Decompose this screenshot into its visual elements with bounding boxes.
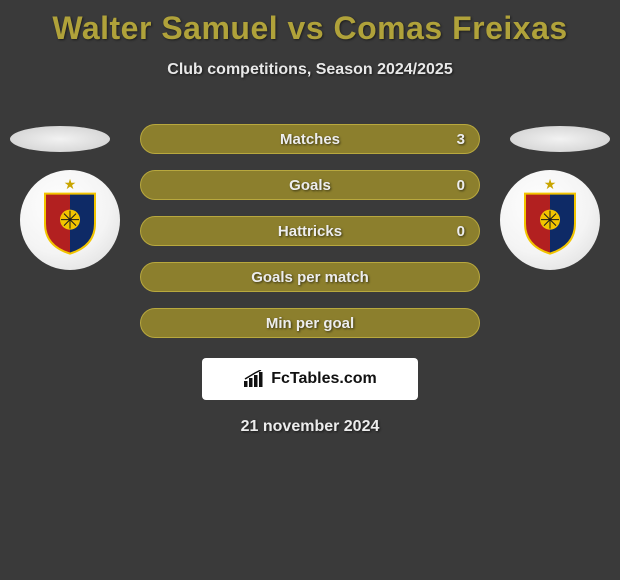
left-player-avatar-placeholder [10,126,110,152]
stat-row-goals-per-match: Goals per match [140,262,480,292]
chart-icon [243,370,265,388]
right-player-avatar-placeholder [510,126,610,152]
stat-value: 0 [457,223,465,240]
stats-column: Matches 3 Goals 0 Hattricks 0 Goals per … [140,124,480,354]
stat-label: Matches [280,131,340,148]
stat-value: 3 [457,131,465,148]
page-title: Walter Samuel vs Comas Freixas [0,0,620,47]
stat-label: Hattricks [278,223,342,240]
brand-label: FcTables.com [271,370,377,388]
shield-icon [521,190,579,256]
stat-value: 0 [457,177,465,194]
date-label: 21 november 2024 [0,418,620,436]
stat-label: Goals per match [251,269,369,286]
stat-label: Goals [289,177,331,194]
shield-icon [41,190,99,256]
footer: FcTables.com 21 november 2024 [0,350,620,436]
stat-row-hattricks: Hattricks 0 [140,216,480,246]
brand-badge[interactable]: FcTables.com [202,358,418,400]
left-club-badge: ★ [20,170,120,270]
stat-row-min-per-goal: Min per goal [140,308,480,338]
subtitle: Club competitions, Season 2024/2025 [0,61,620,79]
stat-row-matches: Matches 3 [140,124,480,154]
stat-row-goals: Goals 0 [140,170,480,200]
stat-label: Min per goal [266,315,354,332]
right-club-badge: ★ [500,170,600,270]
